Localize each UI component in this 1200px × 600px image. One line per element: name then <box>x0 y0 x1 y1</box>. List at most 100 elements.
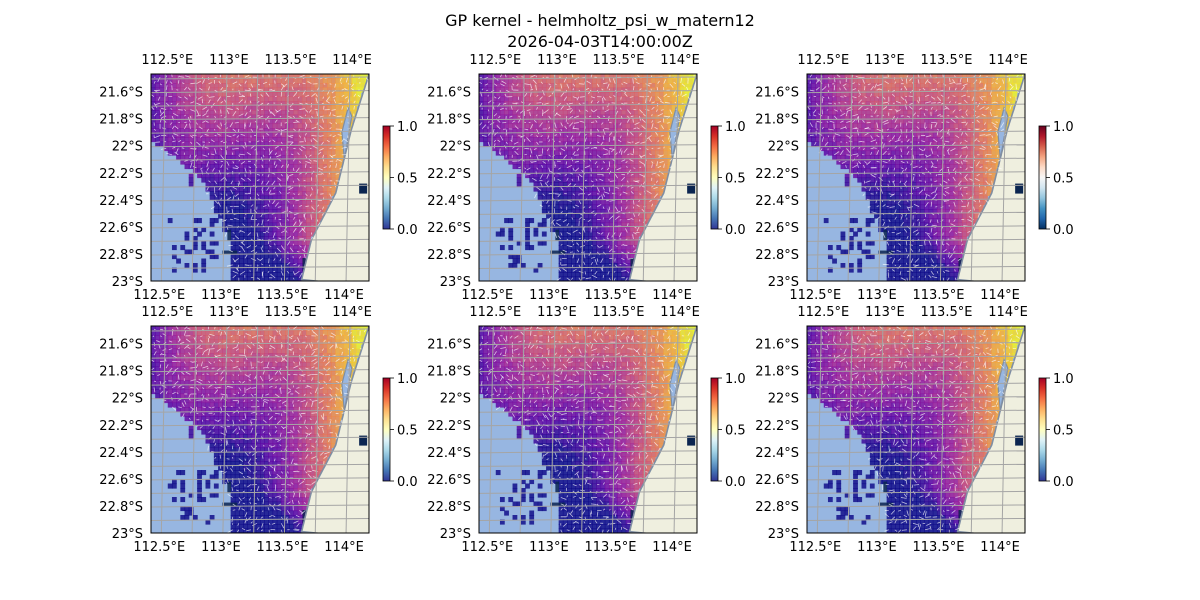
heatmap-cell <box>621 182 627 188</box>
heatmap-cell <box>659 150 665 156</box>
heatmap-cell <box>247 204 253 210</box>
heatmap-cell <box>327 137 332 143</box>
velocity-arrow <box>341 146 348 149</box>
heatmap-cell <box>159 96 165 102</box>
heatmap-cell <box>650 78 656 84</box>
heatmap-cell <box>567 177 572 183</box>
heatmap-cell <box>293 150 299 156</box>
heatmap-cell <box>234 236 240 242</box>
heatmap-cell <box>230 218 236 224</box>
parallel-line <box>151 130 369 134</box>
heatmap-cell <box>516 254 522 260</box>
heatmap-cell <box>562 258 568 264</box>
heatmap-cell <box>293 218 299 224</box>
velocity-arrow <box>608 248 613 253</box>
heatmap-cell <box>583 132 589 138</box>
heatmap-cell <box>268 141 274 147</box>
velocity-arrow <box>241 246 246 253</box>
heatmap-cell <box>600 146 606 152</box>
heatmap-cell <box>562 146 568 152</box>
velocity-arrow <box>204 134 209 136</box>
heatmap-cell <box>151 105 156 111</box>
velocity-arrow <box>154 135 161 138</box>
heatmap-cell <box>239 155 244 161</box>
heatmap-cell <box>301 141 307 147</box>
velocity-arrow <box>333 99 337 104</box>
heatmap-cell <box>276 78 282 84</box>
heatmap-cell <box>558 159 564 165</box>
heatmap-cell <box>209 137 215 143</box>
heatmap-cell <box>596 159 602 165</box>
heatmap-cell <box>504 155 509 161</box>
heatmap-cell <box>322 119 328 125</box>
heatmap-cell <box>479 114 484 120</box>
heatmap-cell <box>604 150 610 156</box>
heatmap-cell <box>331 159 337 165</box>
heatmap-cell <box>260 227 265 233</box>
heatmap-cell <box>322 191 328 197</box>
velocity-arrow <box>542 193 545 196</box>
x-tick-label-top: 113.5°E <box>593 53 645 68</box>
velocity-arrow <box>633 212 636 217</box>
heatmap-cell <box>218 213 223 219</box>
heatmap-cell <box>491 92 497 98</box>
heatmap-cell <box>276 182 282 188</box>
heatmap-cell <box>529 245 535 251</box>
heatmap-cell <box>588 114 593 120</box>
heatmap-cell <box>554 164 560 170</box>
heatmap-cell <box>638 218 644 224</box>
heatmap-cell <box>516 182 522 188</box>
velocity-arrow <box>573 127 579 130</box>
heatmap-cell <box>508 159 514 165</box>
heatmap-cell <box>285 267 290 273</box>
heatmap-cell <box>579 177 585 183</box>
velocity-arrow <box>249 109 252 113</box>
heatmap-cell <box>239 101 244 107</box>
heatmap-cell <box>667 83 673 89</box>
heatmap-cell <box>234 186 240 192</box>
velocity-arrow <box>627 109 632 115</box>
heatmap-cell <box>348 83 353 89</box>
heatmap-cell <box>667 141 673 147</box>
heatmap-cell <box>239 92 244 98</box>
parallel-line <box>151 157 369 161</box>
heatmap-cell <box>512 96 518 102</box>
heatmap-cell <box>247 74 253 80</box>
heatmap-cell <box>171 137 177 143</box>
heatmap-cell <box>504 110 509 116</box>
heatmap-cell <box>592 227 597 233</box>
heatmap-cell <box>499 227 505 233</box>
heatmap-cell <box>297 231 303 237</box>
heatmap-cell <box>533 164 539 170</box>
heatmap-cell <box>807 105 812 111</box>
heatmap-cell <box>558 254 564 260</box>
heatmap-cell <box>571 236 577 242</box>
heatmap-cell <box>600 123 606 129</box>
velocity-arrow <box>674 101 677 104</box>
heatmap-cell <box>197 168 202 174</box>
heatmap-cell <box>642 105 648 111</box>
heatmap-cell <box>213 78 219 84</box>
velocity-arrow <box>548 204 550 207</box>
heatmap-cell <box>301 236 307 242</box>
heatmap-cell <box>293 191 299 197</box>
heatmap-cell <box>533 150 539 156</box>
heatmap-cell <box>667 105 673 111</box>
heatmap-cell <box>184 155 190 161</box>
heatmap-cell <box>268 186 274 192</box>
velocity-arrow <box>579 120 586 123</box>
heatmap-cell <box>222 159 228 165</box>
heatmap-cell <box>655 155 660 161</box>
velocity-arrow <box>625 206 628 210</box>
heatmap-cell <box>276 155 282 161</box>
heatmap-cell <box>613 209 618 215</box>
heatmap-cell <box>247 155 253 161</box>
heatmap-cell <box>495 78 501 84</box>
heatmap-cell <box>289 231 295 237</box>
heatmap-cell <box>592 132 597 138</box>
heatmap-cell <box>327 87 332 93</box>
velocity-arrow <box>165 85 168 91</box>
heatmap-cell <box>499 128 505 134</box>
heatmap-cell <box>537 119 543 125</box>
